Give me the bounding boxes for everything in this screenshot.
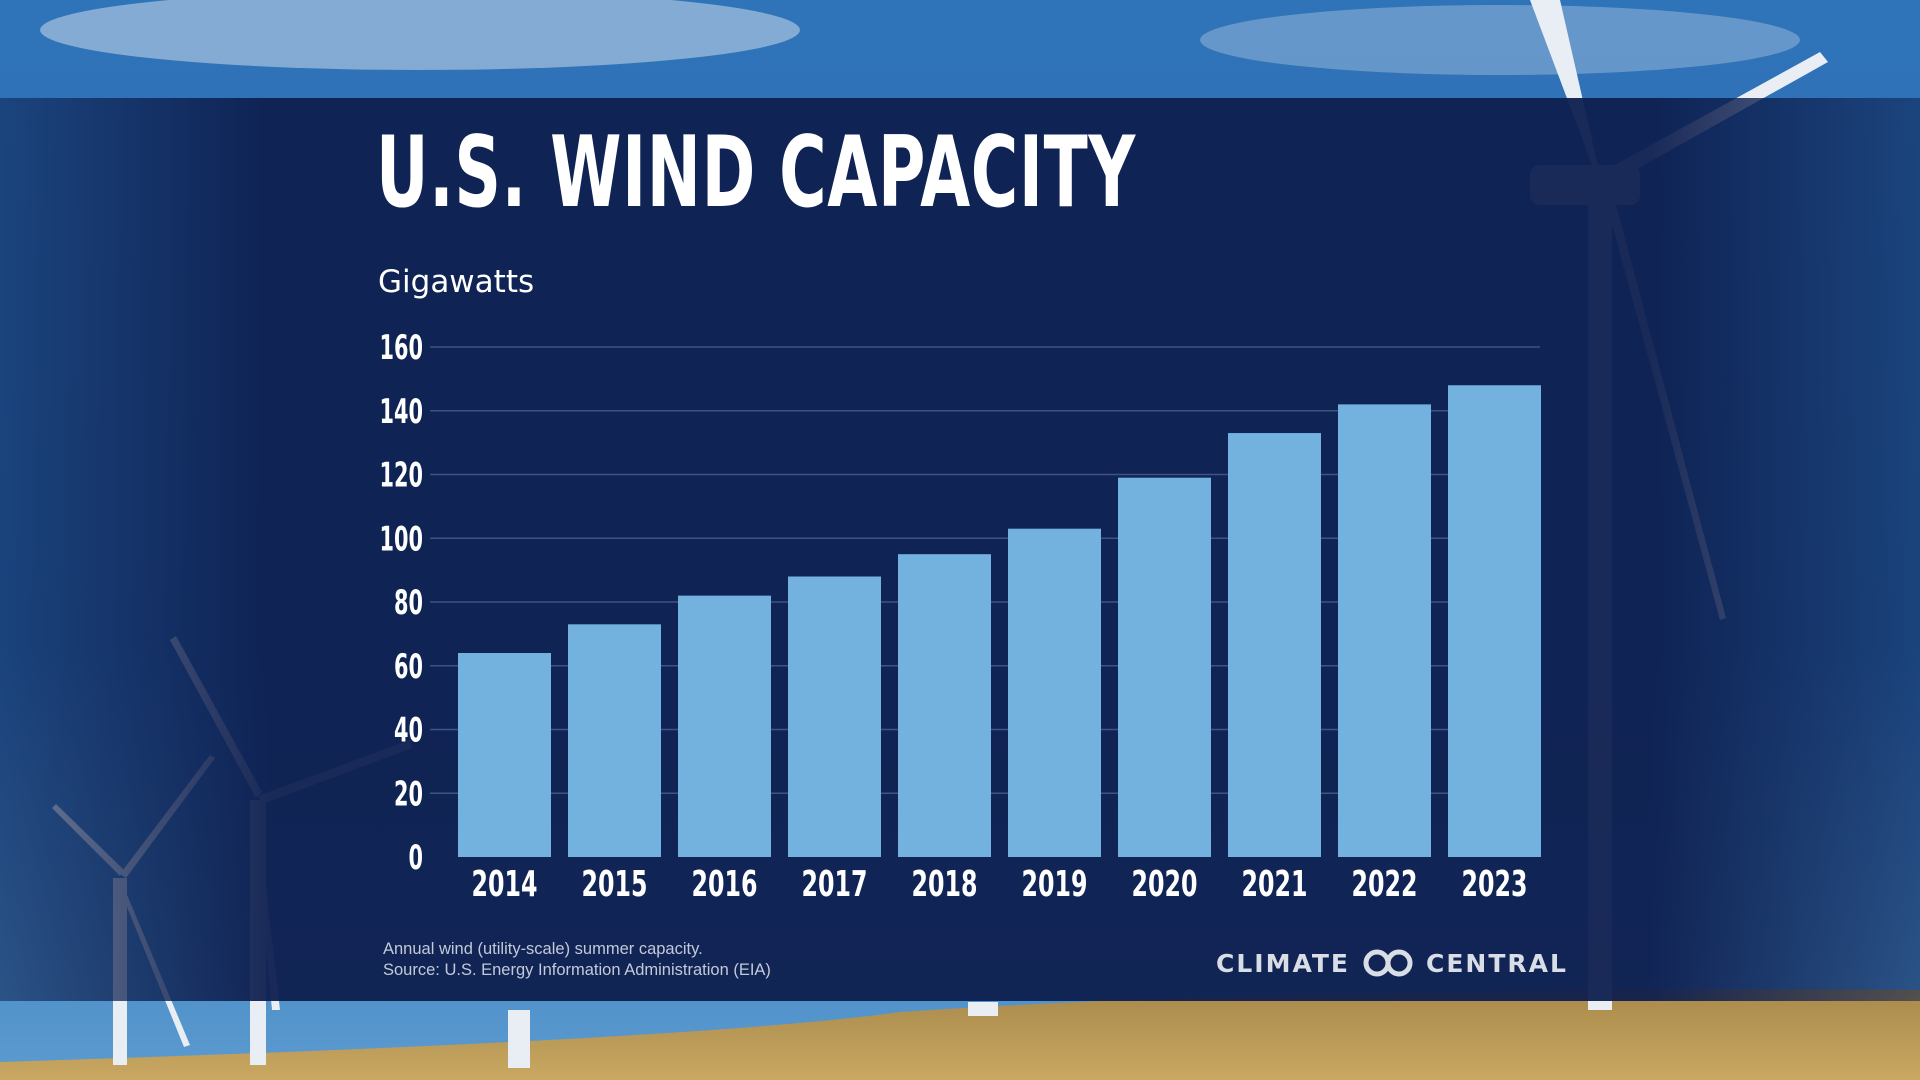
- x-tick-label: 2014: [472, 864, 538, 905]
- x-tick-label: 2023: [1462, 864, 1528, 905]
- y-tick-label: 40: [394, 711, 423, 751]
- bar-2019: [1008, 528, 1101, 857]
- bar-2021: [1228, 433, 1321, 857]
- y-tick-label: 20: [394, 774, 423, 814]
- chart-title: U.S. WIND CAPACITY: [376, 116, 1136, 230]
- x-tick-label: 2020: [1132, 864, 1198, 905]
- footnote: Annual wind (utility-scale) summer capac…: [383, 939, 771, 981]
- y-tick-label: 0: [409, 838, 424, 878]
- climate-central-logo: CLIMATE CENTRAL: [1216, 948, 1568, 978]
- x-axis-ticks: 2014 2015 2016 2017 2018 2019 2020 2021 2022 2023: [472, 864, 1528, 905]
- x-tick-label: 2022: [1352, 864, 1418, 905]
- bar-2020: [1118, 477, 1211, 857]
- x-tick-label: 2015: [582, 864, 648, 905]
- y-axis-ticks: 0 20 40 60 80 100 120 140 160: [380, 328, 424, 878]
- y-tick-label: 140: [380, 392, 424, 432]
- footnote-description: Annual wind (utility-scale) summer capac…: [383, 940, 703, 958]
- x-tick-label: 2016: [692, 864, 758, 905]
- bars: [458, 385, 1541, 857]
- bar-2022: [1338, 404, 1431, 857]
- bar-2023: [1448, 385, 1541, 857]
- logo-word-climate: CLIMATE: [1216, 948, 1350, 978]
- bar-2018: [898, 554, 991, 857]
- footnote-source: Source: U.S. Energy Information Administ…: [383, 961, 771, 979]
- bar-2016: [678, 595, 771, 857]
- infinity-logo-icon: [1363, 949, 1413, 977]
- logo-word-central: CENTRAL: [1426, 948, 1568, 978]
- x-tick-label: 2019: [1022, 864, 1088, 905]
- y-axis-unit-label: Gigawatts: [378, 264, 535, 300]
- x-tick-label: 2018: [912, 864, 978, 905]
- y-tick-label: 100: [380, 519, 424, 559]
- x-tick-label: 2017: [802, 864, 868, 905]
- bar-2014: [458, 653, 551, 857]
- y-tick-label: 80: [394, 583, 423, 623]
- y-tick-label: 120: [380, 456, 424, 496]
- bar-2017: [788, 576, 881, 857]
- bar-2015: [568, 624, 661, 857]
- y-tick-label: 160: [380, 328, 424, 368]
- x-tick-label: 2021: [1242, 864, 1308, 905]
- y-tick-label: 60: [394, 647, 423, 687]
